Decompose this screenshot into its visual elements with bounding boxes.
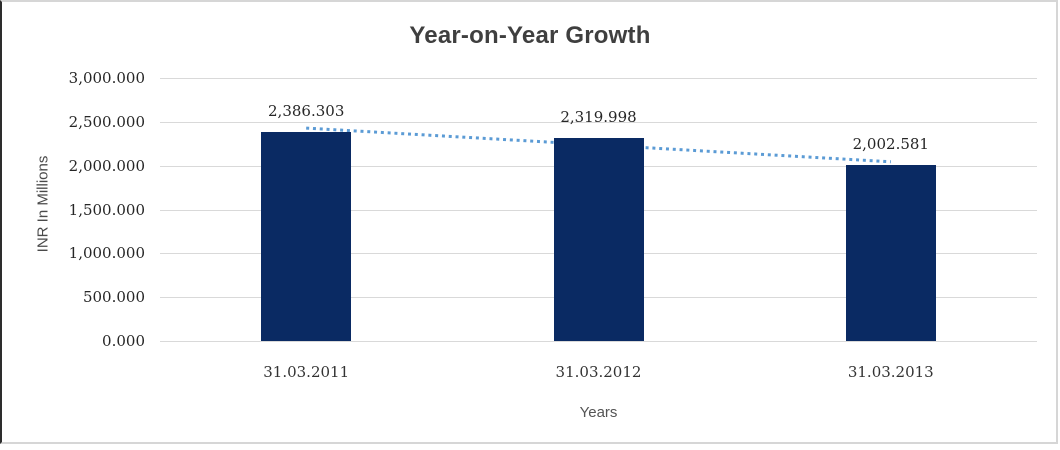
y-axis-tick-label: 500.000 [82,288,145,307]
x-axis-tick-label: 31.03.2013 [847,363,934,381]
x-axis-title: Years [579,404,618,421]
gridline [160,78,1037,79]
chart-title: Year-on-Year Growth [409,22,651,49]
y-axis-tick-label: 1,000.000 [68,244,145,263]
bar-data-label: 2,002.581 [852,135,929,154]
gridline [160,341,1037,342]
y-axis-tick-label: 2,500.000 [68,112,145,131]
gridline [160,121,1037,123]
bar [553,137,644,341]
bar-data-label: 2,386.303 [268,101,345,120]
y-axis-tick-label: 0.000 [102,332,145,350]
x-axis-tick-label: 31.03.2012 [555,363,642,381]
bar-data-label: 2,319.998 [560,107,637,126]
x-axis-tick-label: 31.03.2011 [263,363,350,381]
y-axis-tick-label: 3,000.000 [68,69,145,87]
y-axis-tick-label: 2,000.000 [68,156,145,175]
bar [845,165,936,341]
bar [261,131,352,341]
y-axis-tick-label: 1,500.000 [68,200,145,219]
